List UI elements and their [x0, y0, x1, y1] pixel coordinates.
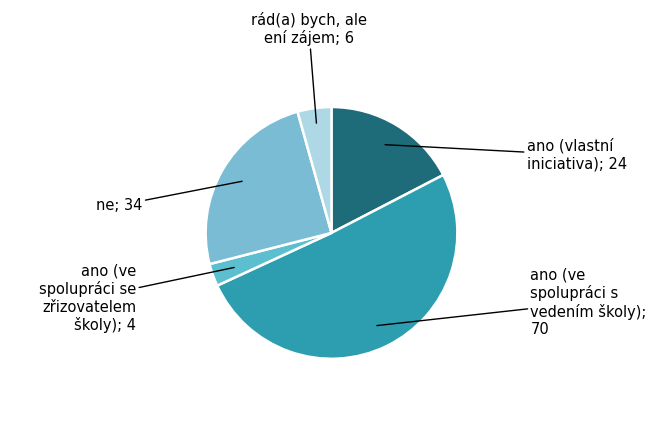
- Text: ano (ve
spolupráci se
zřizovatelem
školy); 4: ano (ve spolupráci se zřizovatelem školy…: [39, 264, 234, 333]
- Wedge shape: [298, 107, 332, 233]
- Text: rád(a) bych, ale
ení zájem; 6: rád(a) bych, ale ení zájem; 6: [251, 12, 367, 123]
- Text: ano (ve
spolupráci s
vedením školy);
70: ano (ve spolupráci s vedením školy); 70: [377, 268, 647, 337]
- Text: ano (vlastní
iniciativa); 24: ano (vlastní iniciativa); 24: [385, 138, 627, 171]
- Text: ne; 34: ne; 34: [96, 181, 242, 213]
- Wedge shape: [210, 233, 332, 285]
- Wedge shape: [332, 107, 444, 233]
- Wedge shape: [206, 112, 332, 264]
- Wedge shape: [217, 175, 457, 359]
